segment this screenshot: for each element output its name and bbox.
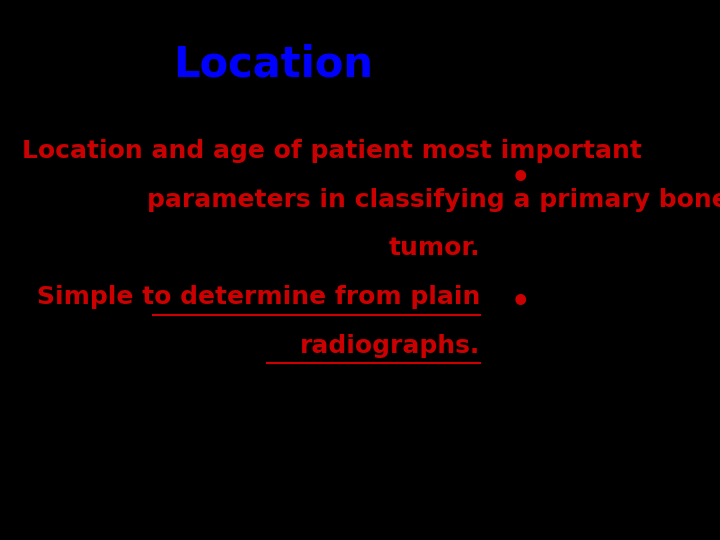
Text: parameters in classifying a primary bone: parameters in classifying a primary bone (148, 188, 720, 212)
Text: •: • (510, 288, 530, 317)
Text: Location and age of patient most important: Location and age of patient most importa… (22, 139, 642, 163)
Text: Location: Location (173, 44, 373, 86)
Text: Simple to determine from plain: Simple to determine from plain (37, 285, 480, 309)
Text: radiographs.: radiographs. (300, 334, 480, 357)
Text: tumor.: tumor. (389, 237, 480, 260)
Text: •: • (510, 164, 530, 193)
